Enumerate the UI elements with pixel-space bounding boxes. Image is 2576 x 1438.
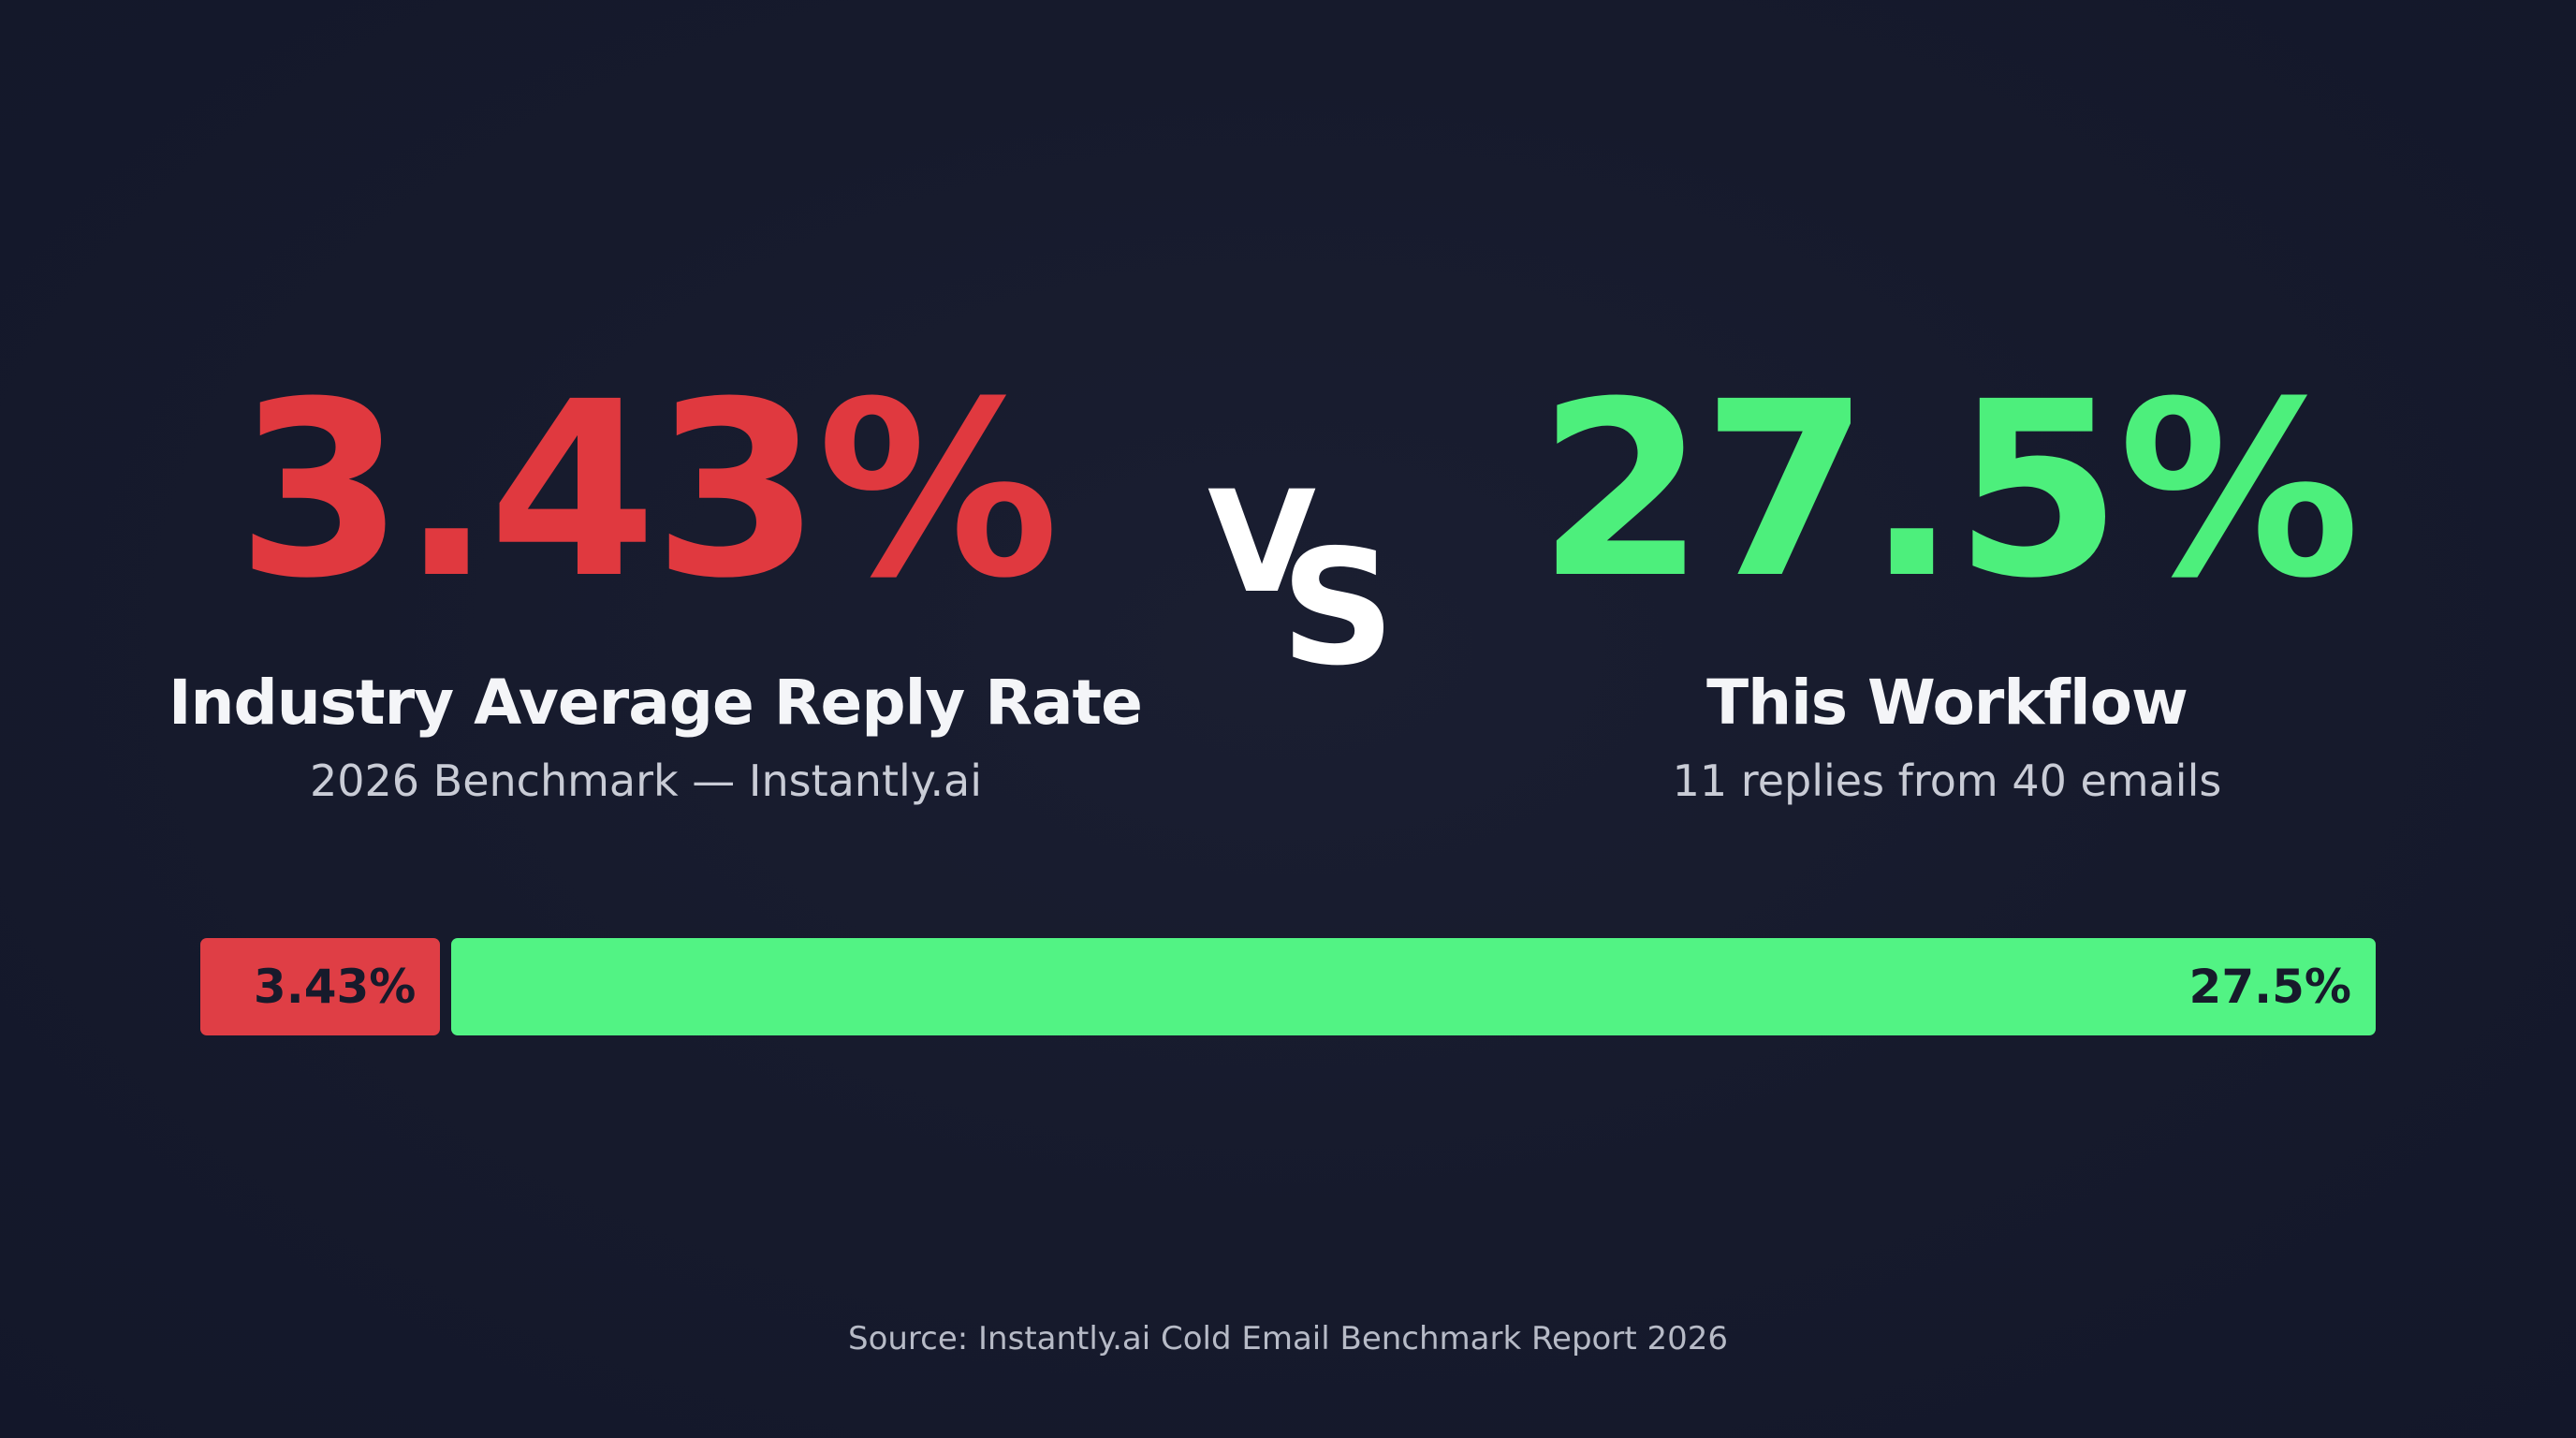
industry-rate-label: Industry Average Reply Rate bbox=[168, 667, 1143, 739]
workflow-bar-segment bbox=[451, 938, 2376, 1035]
vs-badge: V S bbox=[1208, 473, 1413, 688]
workflow-rate-value: 27.5% bbox=[1537, 350, 2360, 631]
workflow-rate-sublabel: 11 replies from 40 emails bbox=[1672, 756, 2222, 806]
vs-letter-s: S bbox=[1281, 516, 1396, 701]
industry-rate-sublabel: 2026 Benchmark — Instantly.ai bbox=[309, 756, 983, 806]
industry-bar-label: 3.43% bbox=[253, 960, 417, 1014]
comparison-bar: 3.43% 27.5% bbox=[200, 938, 2376, 1035]
workflow-rate-label: This Workflow bbox=[1706, 667, 2188, 739]
industry-bar-segment bbox=[200, 938, 441, 1035]
vs-letter-v: V bbox=[1208, 462, 1316, 624]
source-caption: Source: Instantly.ai Cold Email Benchmar… bbox=[847, 1320, 1728, 1357]
industry-rate-value: 3.43% bbox=[236, 350, 1059, 631]
workflow-bar-label: 27.5% bbox=[2188, 960, 2351, 1014]
